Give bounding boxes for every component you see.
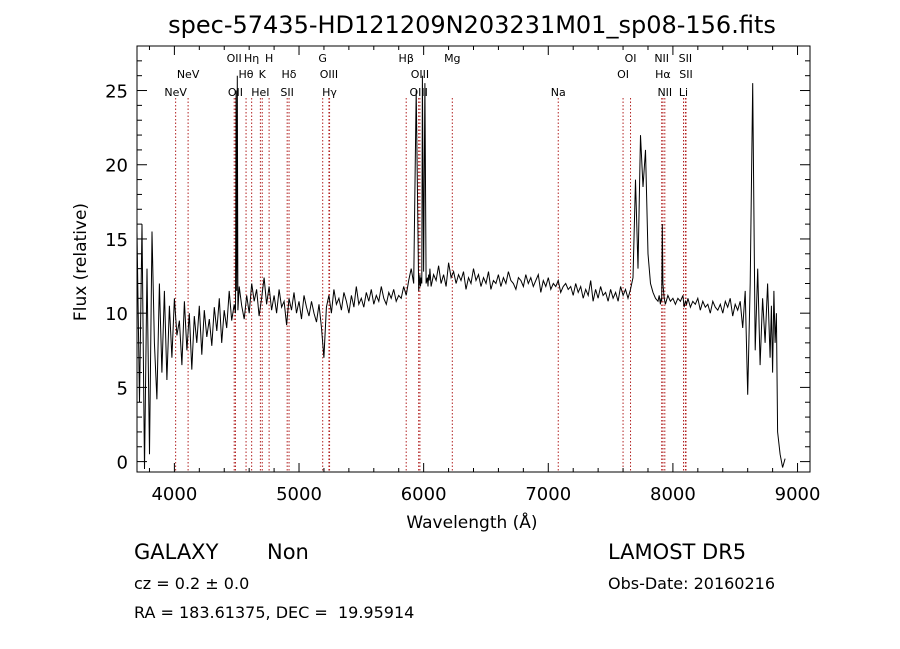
marker-label-7: K [259,68,267,81]
object-class: GALAXY [134,540,219,564]
survey-name: LAMOST DR5 [608,540,747,564]
marker-label-20: OI [625,52,637,65]
marker-label-8: H [265,52,273,65]
marker-label-26: Li [679,86,688,99]
emission-line-labels: NeV NeV OII OII Hθ Hη HeI KH SII Hδ G OIII Hγ Hβ OIII O… [164,52,692,99]
x-tick-label: 4000 [151,484,197,505]
marker-label-6: HeI [251,86,269,99]
y-axis-label: Flux (relative) [71,203,91,321]
marker-label-17: Mg [444,52,460,65]
marker-label-21: NII [654,52,669,65]
y-tick-label: 10 [105,304,128,325]
marker-label-16: OIII [409,86,427,99]
marker-label-25: SII [679,68,692,81]
y-tick-label: 15 [105,230,128,251]
marker-label-4: Hθ [239,68,254,81]
marker-label-5: Hη [244,52,259,65]
marker-label-9: SII [280,86,293,99]
x-tick-label: 8000 [650,484,696,505]
marker-label-14: Hβ [399,52,414,65]
x-tick-label: 7000 [525,484,571,505]
marker-label-23: NII [657,86,672,99]
marker-label-13: Hγ [322,86,337,99]
y-tick-label: 5 [117,378,128,399]
x-axis-ticks: 4000 5000 6000 7000 8000 9000 [148,46,821,505]
marker-label-12: OIII [320,68,338,81]
marker-label-0: NeV [164,86,187,99]
marker-label-11: G [318,52,327,65]
marker-label-22: Hα [655,68,671,81]
y-axis-ticks: 0 5 10 15 20 25 [105,60,810,474]
x-tick-label: 6000 [401,484,447,505]
object-subclass: Non [267,540,309,564]
x-axis-label: Wavelength (Å) [406,511,537,533]
redshift-readout: cz = 0.2 ± 0.0 [134,574,250,593]
marker-label-24: SII [679,52,692,65]
x-tick-label: 9000 [775,484,821,505]
marker-label-2: OII [227,52,242,65]
chart-title: spec-57435-HD121209N203231M01_sp08-156.f… [168,11,776,39]
marker-label-18: Na [551,86,566,99]
marker-label-15: OIII [411,68,429,81]
marker-label-10: Hδ [282,68,297,81]
y-tick-label: 20 [105,156,128,177]
marker-label-3: OII [228,86,243,99]
marker-label-19: OI [617,68,629,81]
y-tick-label: 0 [117,453,128,474]
x-tick-label: 5000 [276,484,322,505]
marker-label-1: NeV [177,68,200,81]
coordinates: RA = 183.61375, DEC = 19.95914 [134,603,415,622]
spectrum-line [136,75,786,470]
obs-date: Obs-Date: 20160216 [608,574,776,593]
y-tick-label: 25 [105,82,128,103]
